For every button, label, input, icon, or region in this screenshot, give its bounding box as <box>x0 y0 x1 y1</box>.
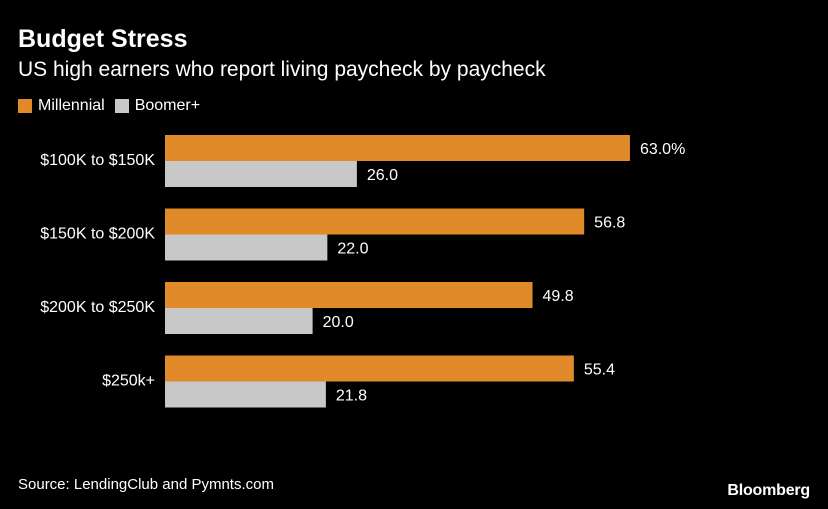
data-label-boomer-200k-to-250k: 20.0 <box>323 314 354 331</box>
category-label-150k-to-200k: $150K to $200K <box>40 226 155 243</box>
legend-label-boomer: Boomer+ <box>134 97 201 114</box>
data-label-boomer-250k: 21.8 <box>336 388 367 405</box>
data-label-boomer-100k-to-150k: 26.0 <box>367 167 398 184</box>
bar-millennial-200k-to-250k <box>165 282 533 308</box>
data-label-millennial-100k-to-150k: 63.0% <box>640 141 685 158</box>
bar-millennial-100k-to-150k <box>165 135 630 161</box>
legend-item-boomer: Boomer+ <box>114 97 201 115</box>
legend: Millennial Boomer+ <box>18 97 210 115</box>
legend-swatch-millennial <box>18 99 32 113</box>
data-label-millennial-150k-to-200k: 56.8 <box>594 215 625 232</box>
chart-subtitle: US high earners who report living payche… <box>18 58 546 81</box>
category-label-200k-to-250k: $200K to $250K <box>40 299 155 316</box>
data-label-millennial-250k: 55.4 <box>584 362 615 379</box>
data-label-boomer-150k-to-200k: 22.0 <box>337 241 368 258</box>
bar-boomer-200k-to-250k <box>165 308 313 334</box>
category-label-100k-to-150k: $100K to $150K <box>40 152 155 169</box>
legend-label-millennial: Millennial <box>38 97 105 114</box>
bar-millennial-150k-to-200k <box>165 208 585 235</box>
legend-item-millennial: Millennial <box>18 97 105 115</box>
legend-swatch-boomer <box>114 99 129 113</box>
category-label-250k: $250k+ <box>102 373 155 390</box>
bloomberg-logo: Bloomberg <box>727 482 810 499</box>
bar-boomer-150k-to-200k <box>165 234 328 261</box>
bar-boomer-250k <box>165 381 326 408</box>
source-note: Source: LendingClub and Pymnts.com <box>18 476 274 493</box>
bar-millennial-250k <box>165 355 574 382</box>
chart-title: Budget Stress <box>18 25 188 53</box>
data-label-millennial-200k-to-250k: 49.8 <box>543 288 574 305</box>
bar-boomer-100k-to-150k <box>165 161 357 187</box>
